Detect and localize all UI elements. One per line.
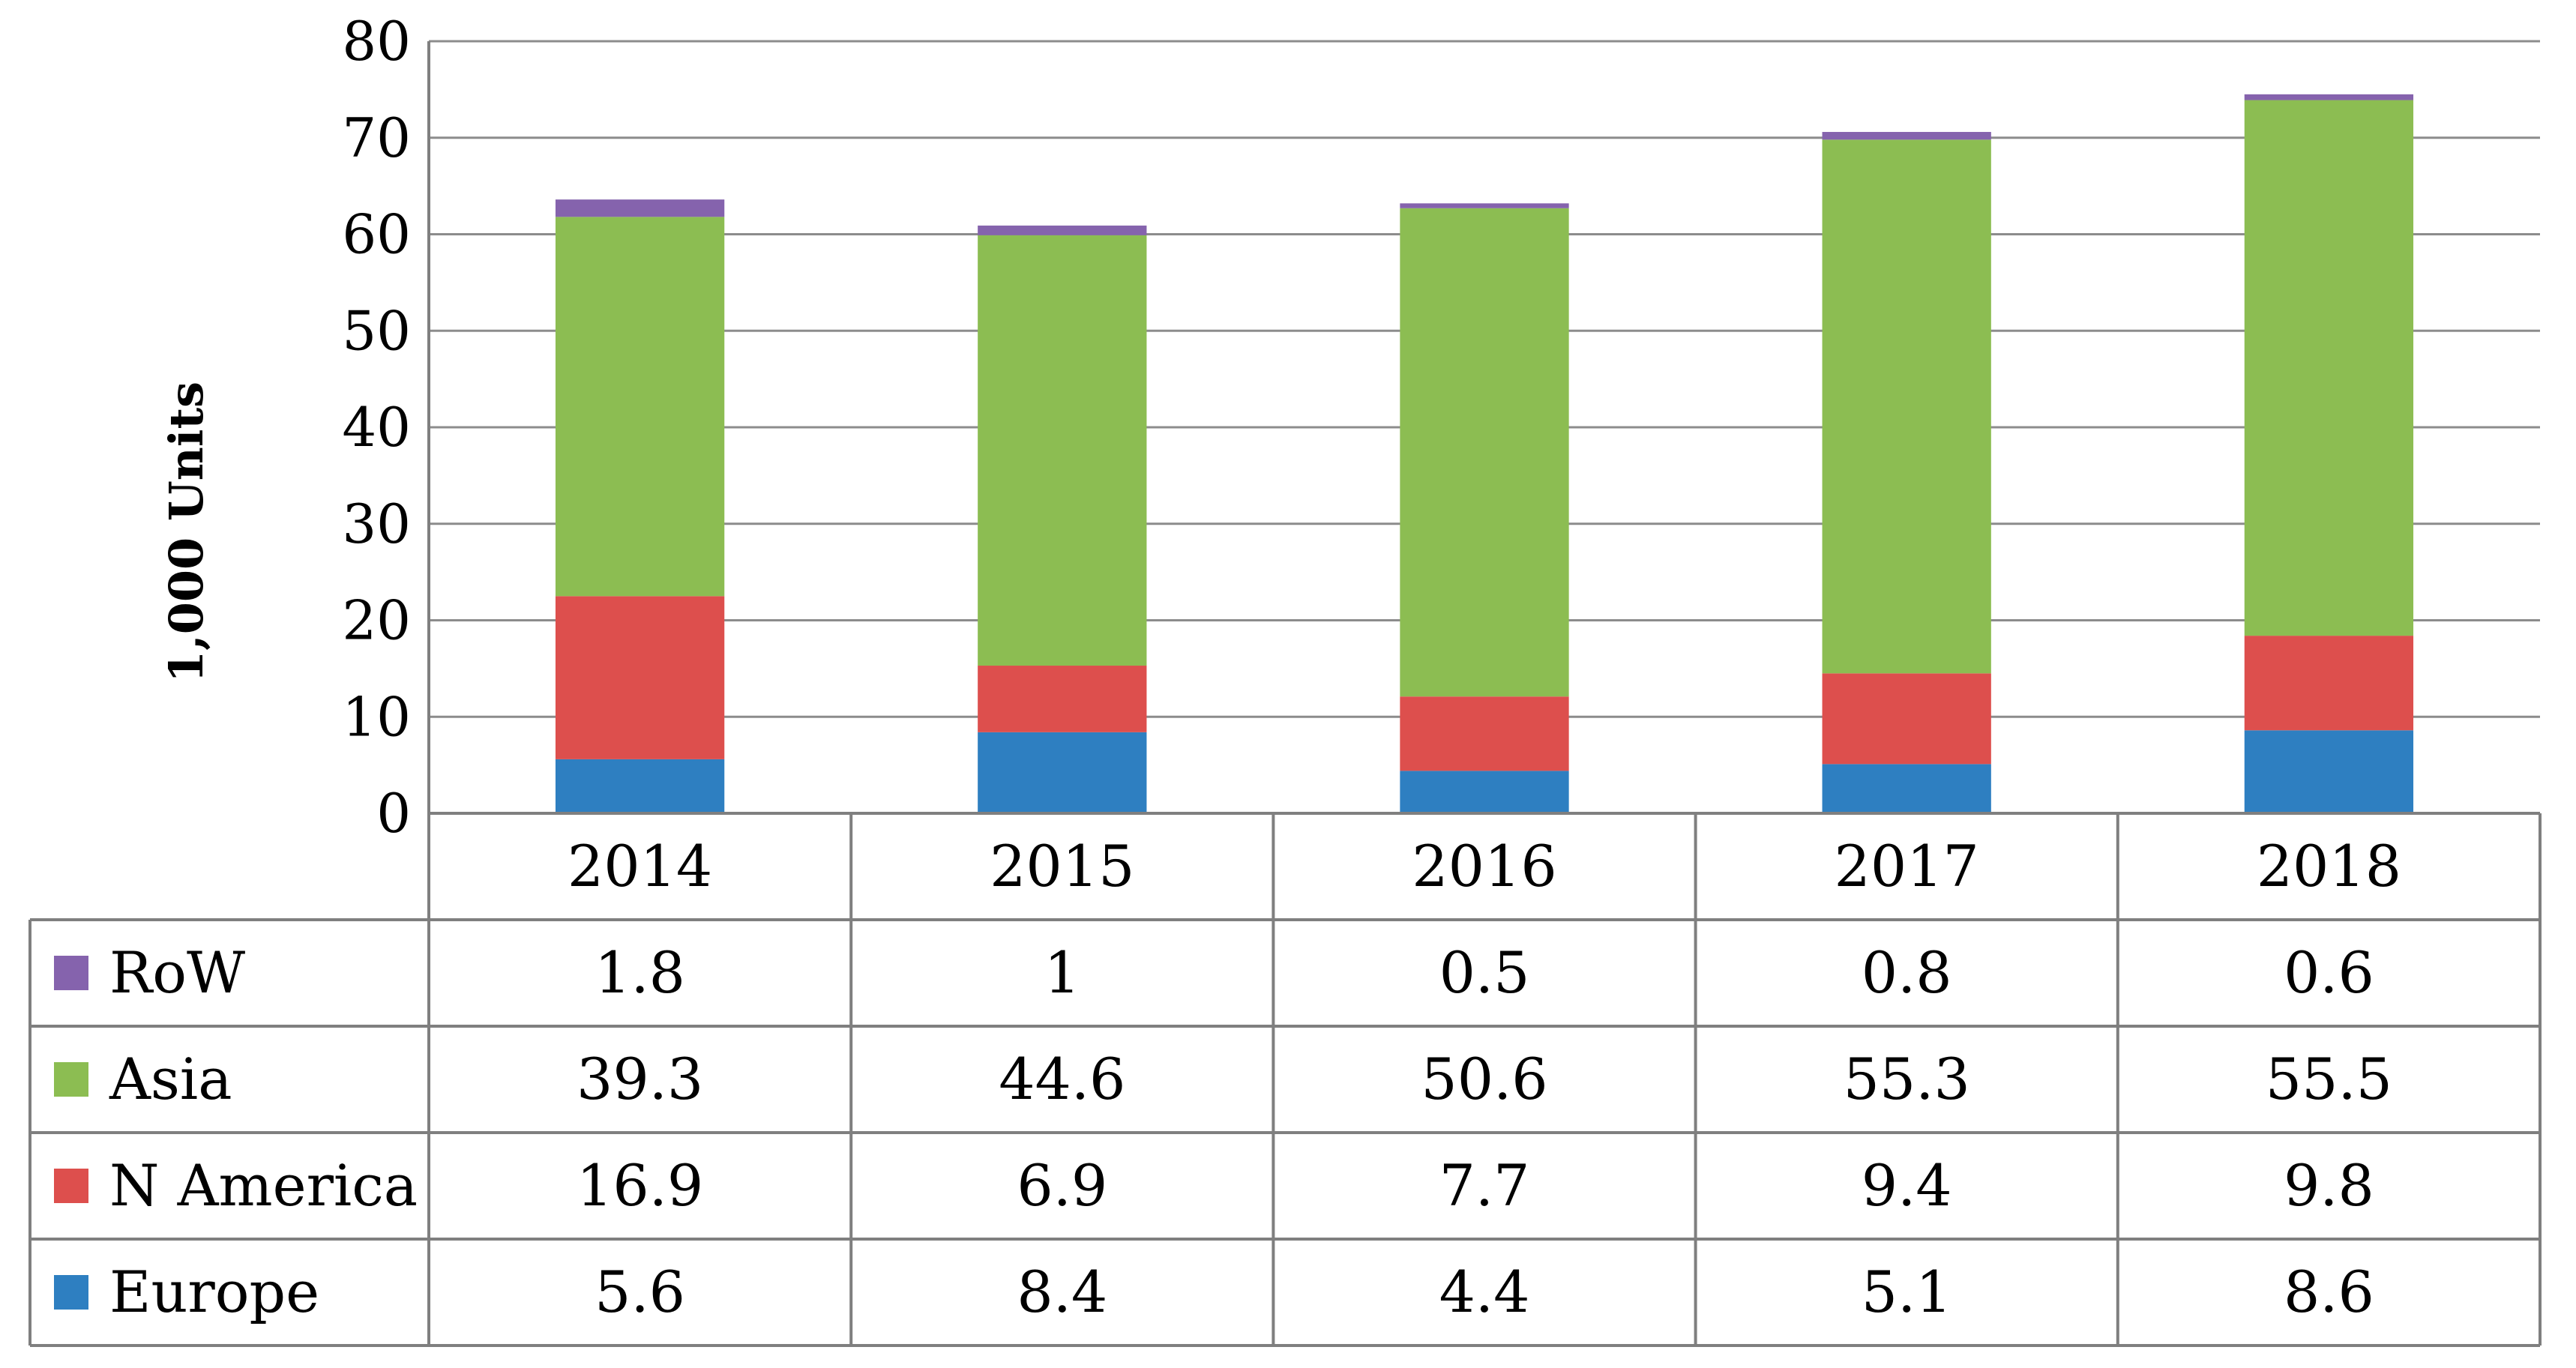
legend-swatch: [54, 956, 88, 990]
table-value-cell: 6.9: [1017, 1152, 1107, 1219]
y-tick-label: 0: [376, 782, 411, 845]
y-tick-label: 30: [342, 492, 411, 555]
table-value-cell: 4.4: [1439, 1259, 1530, 1325]
table-value-cell: 50.6: [1421, 1046, 1547, 1112]
table-value-cell: 55.5: [2266, 1046, 2392, 1112]
bar-segment-n-america-2018: [2244, 636, 2414, 731]
x-category-label: 2017: [1834, 833, 1978, 900]
table-value-cell: 9.4: [1862, 1152, 1952, 1219]
y-tick-label: 40: [342, 396, 411, 459]
table-value-cell: 7.7: [1439, 1152, 1530, 1219]
y-tick-label: 60: [342, 203, 411, 266]
legend-swatch: [54, 1062, 88, 1097]
x-category-label: 2018: [2257, 833, 2401, 900]
bar-segment-row-2017: [1822, 132, 1991, 140]
table-value-cell: 1: [1044, 939, 1080, 1006]
table-value-cell: 55.3: [1844, 1046, 1970, 1112]
data-table: 2014 2015 2016 2017 2018 RoW 1.8 1 0.5 0.8 0.6 Asia…: [28, 41, 2542, 1347]
bar-segment-europe-2016: [1400, 771, 1569, 813]
bar-segment-europe-2017: [1822, 764, 1991, 813]
bar-segment-asia-2017: [1822, 139, 1991, 674]
bar-segment-asia-2018: [2244, 100, 2414, 636]
bar-segment-row-2018: [2244, 94, 2414, 100]
table-value-cell: 39.3: [577, 1046, 703, 1112]
table-value-cell: 5.1: [1862, 1259, 1952, 1325]
table-value-cell: 9.8: [2284, 1152, 2374, 1219]
y-axis-ticks: 0 10 20 30 40 50 60 70 80: [342, 10, 411, 845]
legend-label: N America: [109, 1152, 418, 1219]
legend-swatch: [54, 1275, 88, 1310]
bar-segment-asia-2015: [978, 235, 1147, 666]
bar-segment-row-2014: [555, 199, 725, 217]
table-value-cell: 0.8: [1862, 939, 1952, 1006]
bar-segment-europe-2015: [978, 732, 1147, 813]
x-category-label: 2014: [568, 833, 712, 900]
bar-segment-europe-2018: [2244, 730, 2414, 813]
x-category-label: 2016: [1412, 833, 1556, 900]
table-value-cell: 1.8: [595, 939, 685, 1006]
bar-segment-n-america-2014: [555, 596, 725, 759]
table-value-cell: 0.5: [1439, 939, 1530, 1006]
y-tick-label: 80: [342, 10, 411, 73]
bar-segment-n-america-2017: [1822, 673, 1991, 765]
y-tick-label: 10: [342, 685, 411, 748]
table-value-cell: 8.6: [2284, 1259, 2374, 1325]
y-tick-label: 20: [342, 589, 411, 652]
bar-segment-n-america-2016: [1400, 696, 1569, 771]
y-tick-label: 50: [342, 299, 411, 362]
bar-segment-asia-2016: [1400, 208, 1569, 697]
bar-segment-europe-2014: [555, 759, 725, 813]
table-value-cell: 0.6: [2284, 939, 2374, 1006]
table-value-cell: 44.6: [999, 1046, 1125, 1112]
bars: [555, 94, 2414, 813]
bar-segment-asia-2014: [555, 217, 725, 597]
table-value-cell: 8.4: [1017, 1259, 1107, 1325]
legend-label: Asia: [109, 1046, 232, 1112]
bar-segment-row-2016: [1400, 203, 1569, 208]
x-category-label: 2015: [990, 833, 1134, 900]
legend-swatch: [54, 1169, 88, 1203]
bar-segment-n-america-2015: [978, 666, 1147, 732]
bar-segment-row-2015: [978, 225, 1147, 235]
table-value-cell: 5.6: [595, 1259, 685, 1325]
legend-label: Europe: [109, 1259, 319, 1325]
y-axis-label: 1,000 Units: [159, 382, 214, 683]
y-tick-label: 70: [342, 106, 411, 169]
table-value-cell: 16.9: [577, 1152, 703, 1219]
legend-label: RoW: [109, 939, 245, 1006]
